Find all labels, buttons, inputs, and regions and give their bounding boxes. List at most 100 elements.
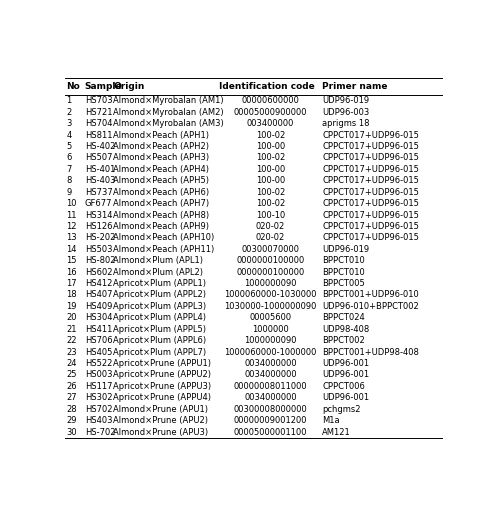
Text: HS721: HS721 bbox=[85, 108, 112, 117]
Text: Apricot×Prune (APPU3): Apricot×Prune (APPU3) bbox=[114, 382, 211, 391]
Text: 00000009001200: 00000009001200 bbox=[234, 416, 307, 425]
Text: 19: 19 bbox=[66, 302, 77, 311]
Text: HS522: HS522 bbox=[85, 359, 112, 368]
Text: UDP96-001: UDP96-001 bbox=[322, 370, 369, 379]
Text: Almond×Prune (APU1): Almond×Prune (APU1) bbox=[114, 405, 208, 414]
Text: 21: 21 bbox=[66, 325, 77, 334]
Text: Almond×Peach (APH3): Almond×Peach (APH3) bbox=[114, 153, 209, 162]
Text: 4: 4 bbox=[66, 130, 72, 139]
Text: HS703: HS703 bbox=[85, 96, 112, 105]
Text: 1: 1 bbox=[66, 96, 72, 105]
Text: 15: 15 bbox=[66, 256, 77, 265]
Text: HS-702: HS-702 bbox=[85, 428, 115, 437]
Text: 10: 10 bbox=[66, 199, 77, 208]
Text: UDP96-001: UDP96-001 bbox=[322, 359, 369, 368]
Text: GF677: GF677 bbox=[85, 199, 112, 208]
Text: Apricot×Plum (APPL2): Apricot×Plum (APPL2) bbox=[114, 290, 206, 299]
Text: 9: 9 bbox=[66, 188, 72, 197]
Text: 30: 30 bbox=[66, 428, 77, 437]
Text: HS403: HS403 bbox=[85, 416, 112, 425]
Text: CPPCT017+UDP96-015: CPPCT017+UDP96-015 bbox=[322, 233, 419, 242]
Text: CPPCT017+UDP96-015: CPPCT017+UDP96-015 bbox=[322, 176, 419, 185]
Text: 00000008011000: 00000008011000 bbox=[234, 382, 307, 391]
Text: 24: 24 bbox=[66, 359, 77, 368]
Text: HS811: HS811 bbox=[85, 130, 112, 139]
Text: CPPCT017+UDP96-015: CPPCT017+UDP96-015 bbox=[322, 142, 419, 151]
Text: Almond×Myrobalan (AM2): Almond×Myrobalan (AM2) bbox=[114, 108, 224, 117]
Text: UDP96-003: UDP96-003 bbox=[322, 108, 370, 117]
Text: M1a: M1a bbox=[322, 416, 340, 425]
Text: HS-401: HS-401 bbox=[85, 165, 115, 174]
Text: 25: 25 bbox=[66, 370, 77, 379]
Text: Apricot×Plum (APPL1): Apricot×Plum (APPL1) bbox=[114, 279, 206, 288]
Text: No: No bbox=[66, 82, 80, 91]
Text: Almond×Plum (APL1): Almond×Plum (APL1) bbox=[114, 256, 204, 265]
Text: Origin: Origin bbox=[114, 82, 145, 91]
Text: CPPCT017+UDP96-015: CPPCT017+UDP96-015 bbox=[322, 222, 419, 231]
Text: 27: 27 bbox=[66, 393, 77, 402]
Text: Apricot×Plum (APPL5): Apricot×Plum (APPL5) bbox=[114, 325, 206, 334]
Text: HS704: HS704 bbox=[85, 119, 112, 128]
Text: HS407: HS407 bbox=[85, 290, 112, 299]
Text: Almond×Peach (APH6): Almond×Peach (APH6) bbox=[114, 188, 209, 197]
Text: HS507: HS507 bbox=[85, 153, 112, 162]
Text: 00005000900000: 00005000900000 bbox=[234, 108, 307, 117]
Text: 100-02: 100-02 bbox=[256, 188, 285, 197]
Text: 23: 23 bbox=[66, 348, 77, 357]
Text: Apricot×Prune (APPU1): Apricot×Prune (APPU1) bbox=[114, 359, 211, 368]
Text: HS412: HS412 bbox=[85, 279, 112, 288]
Text: HS405: HS405 bbox=[85, 348, 112, 357]
Text: UDP96-001: UDP96-001 bbox=[322, 393, 369, 402]
Text: 100-00: 100-00 bbox=[256, 165, 285, 174]
Text: Almond×Myrobalan (AM1): Almond×Myrobalan (AM1) bbox=[114, 96, 224, 105]
Text: BPPCT002: BPPCT002 bbox=[322, 336, 365, 345]
Text: Almond×Plum (APL2): Almond×Plum (APL2) bbox=[114, 268, 204, 277]
Text: CPPCT017+UDP96-015: CPPCT017+UDP96-015 bbox=[322, 165, 419, 174]
Text: HS409: HS409 bbox=[85, 302, 112, 311]
Text: 2: 2 bbox=[66, 108, 72, 117]
Text: Apricot×Plum (APPL4): Apricot×Plum (APPL4) bbox=[114, 313, 206, 322]
Text: HS-402: HS-402 bbox=[85, 142, 115, 151]
Text: HS117: HS117 bbox=[85, 382, 112, 391]
Text: 003400000: 003400000 bbox=[247, 119, 294, 128]
Text: 1000060000-1000000: 1000060000-1000000 bbox=[224, 348, 317, 357]
Text: HS706: HS706 bbox=[85, 336, 112, 345]
Text: 1030000-1000000090: 1030000-1000000090 bbox=[224, 302, 317, 311]
Text: 100-02: 100-02 bbox=[256, 199, 285, 208]
Text: HS003: HS003 bbox=[85, 370, 112, 379]
Text: 100-02: 100-02 bbox=[256, 153, 285, 162]
Text: BPPCT024: BPPCT024 bbox=[322, 313, 365, 322]
Text: UDP96-019: UDP96-019 bbox=[322, 96, 369, 105]
Text: 1000000090: 1000000090 bbox=[244, 279, 297, 288]
Text: BPPCT005: BPPCT005 bbox=[322, 279, 365, 288]
Text: HS304: HS304 bbox=[85, 313, 112, 322]
Text: BPPCT001+UDP98-408: BPPCT001+UDP98-408 bbox=[322, 348, 419, 357]
Text: Almond×Peach (APH7): Almond×Peach (APH7) bbox=[114, 199, 209, 208]
Text: HS702: HS702 bbox=[85, 405, 112, 414]
Text: 20: 20 bbox=[66, 313, 77, 322]
Text: 11: 11 bbox=[66, 210, 77, 219]
Text: 17: 17 bbox=[66, 279, 77, 288]
Text: aprigms 18: aprigms 18 bbox=[322, 119, 370, 128]
Text: CPPCT006: CPPCT006 bbox=[322, 382, 365, 391]
Text: Almond×Peach (APH8): Almond×Peach (APH8) bbox=[114, 210, 209, 219]
Text: 020-02: 020-02 bbox=[256, 222, 285, 231]
Text: 020-02: 020-02 bbox=[256, 233, 285, 242]
Text: Almond×Peach (APH5): Almond×Peach (APH5) bbox=[114, 176, 209, 185]
Text: CPPCT017+UDP96-015: CPPCT017+UDP96-015 bbox=[322, 188, 419, 197]
Text: 0034000000: 0034000000 bbox=[244, 393, 297, 402]
Text: HS302: HS302 bbox=[85, 393, 112, 402]
Text: Almond×Peach (APH4): Almond×Peach (APH4) bbox=[114, 165, 209, 174]
Text: 1000000: 1000000 bbox=[252, 325, 289, 334]
Text: Almond×Peach (APH1): Almond×Peach (APH1) bbox=[114, 130, 209, 139]
Text: 00300008000000: 00300008000000 bbox=[234, 405, 307, 414]
Text: BPPCT010: BPPCT010 bbox=[322, 268, 365, 277]
Text: 100-00: 100-00 bbox=[256, 142, 285, 151]
Text: Almond×Peach (APH10): Almond×Peach (APH10) bbox=[114, 233, 215, 242]
Text: 6: 6 bbox=[66, 153, 72, 162]
Text: 0000000100000: 0000000100000 bbox=[236, 268, 304, 277]
Text: CPPCT017+UDP96-015: CPPCT017+UDP96-015 bbox=[322, 130, 419, 139]
Text: CPPCT017+UDP96-015: CPPCT017+UDP96-015 bbox=[322, 153, 419, 162]
Text: 28: 28 bbox=[66, 405, 77, 414]
Text: Almond×Prune (APU2): Almond×Prune (APU2) bbox=[114, 416, 208, 425]
